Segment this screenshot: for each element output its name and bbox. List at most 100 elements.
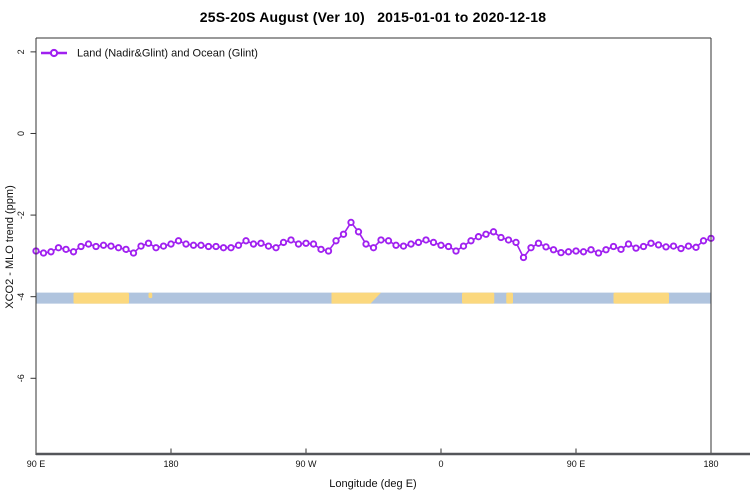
- data-point: [377, 236, 385, 244]
- data-point: [227, 244, 235, 252]
- data-point: [339, 230, 348, 238]
- data-point: [189, 241, 198, 249]
- data-point: [204, 242, 213, 251]
- data-point: [114, 244, 123, 252]
- data-point: [302, 239, 310, 247]
- data-point: [62, 245, 70, 254]
- data-point: [332, 237, 340, 245]
- data-point: [257, 239, 265, 247]
- data-point: [519, 253, 528, 262]
- data-point: [662, 243, 670, 251]
- data-point: [684, 242, 693, 250]
- data-point: [47, 248, 55, 256]
- legend-label: Land (Nadir&Glint) and Ocean (Glint): [77, 48, 258, 60]
- y-tick-label: 2: [16, 49, 26, 54]
- data-point: [219, 244, 228, 252]
- data-point: [474, 233, 483, 241]
- land-ocean-strip: [36, 292, 711, 304]
- y-tick-label: -2: [16, 211, 26, 219]
- data-point: [677, 244, 685, 253]
- land-segment-africa: [462, 292, 495, 304]
- y-tick-label: 0: [16, 131, 26, 136]
- data-point: [137, 242, 145, 250]
- data-point: [459, 242, 468, 250]
- data-point: [602, 246, 610, 254]
- data-point: [549, 246, 558, 254]
- land-segment-australia-wrap: [613, 292, 669, 304]
- data-point: [84, 240, 93, 248]
- data-point: [587, 246, 595, 254]
- data-point: [692, 243, 700, 251]
- data-point: [99, 241, 108, 249]
- data-point: [407, 240, 415, 248]
- data-point: [279, 238, 288, 247]
- data-point: [152, 244, 160, 252]
- data-point: [564, 248, 573, 256]
- data-point: [654, 241, 663, 249]
- data-point: [504, 236, 513, 244]
- x-tick-label: 0: [438, 459, 443, 469]
- data-point: [144, 239, 153, 247]
- x-tick-label: 90 E: [27, 459, 46, 469]
- data-point: [39, 249, 48, 257]
- data-line: [35, 221, 712, 259]
- data-point: [437, 241, 445, 249]
- data-point: [167, 240, 175, 248]
- data-point: [617, 245, 625, 254]
- land-segment-australia: [73, 292, 129, 304]
- data-point: [482, 230, 490, 238]
- data-point: [489, 228, 498, 236]
- data-point: [182, 240, 190, 248]
- data-point: [512, 238, 520, 247]
- data-point: [542, 243, 550, 251]
- data-point: [467, 237, 475, 245]
- data-point: [92, 242, 100, 251]
- data-point: [54, 244, 63, 252]
- data-point: [107, 242, 115, 250]
- legend: Land (Nadir&Glint) and Ocean (Glint): [41, 48, 258, 60]
- data-point: [122, 245, 130, 254]
- y-axis: 2 0 -2 -4 -6: [16, 49, 36, 382]
- data-point: [294, 240, 303, 248]
- data-point: [129, 249, 138, 257]
- data-point: [264, 242, 273, 250]
- data-point: [212, 242, 220, 251]
- data-point: [317, 245, 325, 254]
- data-point: [594, 249, 603, 257]
- data-point: [699, 237, 708, 245]
- data-point: [197, 241, 205, 249]
- data-point: [669, 242, 678, 250]
- data-markers: [32, 218, 715, 262]
- x-tick-label: 90 W: [295, 459, 317, 469]
- data-point: [272, 244, 280, 252]
- legend-open-circle-marker: [49, 48, 59, 58]
- y-tick-label: -6: [16, 374, 26, 382]
- data-point: [174, 237, 183, 245]
- y-tick-label: -4: [16, 293, 26, 301]
- data-point: [392, 241, 400, 249]
- land-segment-south-america: [331, 292, 381, 304]
- data-point: [399, 242, 408, 250]
- land-segment-new-caledonia: [148, 292, 153, 299]
- data-point: [609, 242, 618, 251]
- data-point: [527, 244, 535, 252]
- data-point: [632, 244, 640, 252]
- data-point: [309, 240, 318, 248]
- data-point: [234, 241, 243, 249]
- y-axis-title: XCO2 - MLO trend (ppm): [4, 185, 16, 308]
- x-axis: 90 E 180 90 W 0 90 E 180: [27, 448, 719, 469]
- data-point: [324, 247, 333, 255]
- data-point: [287, 236, 295, 244]
- data-point: [534, 239, 543, 247]
- x-tick-label: 180: [163, 459, 178, 469]
- chart-title: 25S-20S August (Ver 10) 2015-01-01 to 20…: [199, 9, 547, 25]
- data-point: [369, 244, 378, 252]
- data-point: [159, 242, 168, 250]
- data-point: [639, 242, 648, 251]
- data-point: [579, 248, 588, 256]
- data-point: [362, 240, 370, 248]
- data-point: [422, 236, 430, 244]
- data-point: [69, 248, 78, 256]
- data-point: [497, 233, 505, 242]
